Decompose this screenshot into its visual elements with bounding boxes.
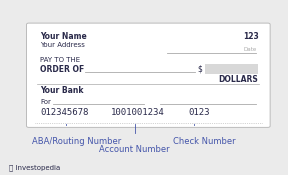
Text: DOLLARS: DOLLARS	[218, 75, 258, 84]
Text: PAY TO THE: PAY TO THE	[40, 57, 80, 63]
Text: 123: 123	[243, 32, 259, 41]
FancyBboxPatch shape	[26, 23, 270, 127]
Bar	[204, 64, 258, 74]
Text: Your Name: Your Name	[40, 32, 87, 41]
Text: For: For	[40, 99, 51, 104]
Text: Your Address: Your Address	[40, 42, 85, 48]
Text: Check Number: Check Number	[173, 136, 235, 145]
Text: 1001001234: 1001001234	[111, 108, 165, 117]
Text: $: $	[197, 65, 202, 74]
Text: Account Number: Account Number	[99, 145, 170, 154]
Text: 012345678: 012345678	[40, 108, 89, 117]
Text: 0123: 0123	[189, 108, 210, 117]
Text: ABA/Routing Number: ABA/Routing Number	[32, 136, 121, 145]
Text: ORDER OF: ORDER OF	[40, 65, 85, 74]
Text: ⓘ Investopedia: ⓘ Investopedia	[9, 164, 60, 171]
Text: Your Bank: Your Bank	[40, 86, 84, 95]
Text: Date: Date	[243, 47, 256, 52]
